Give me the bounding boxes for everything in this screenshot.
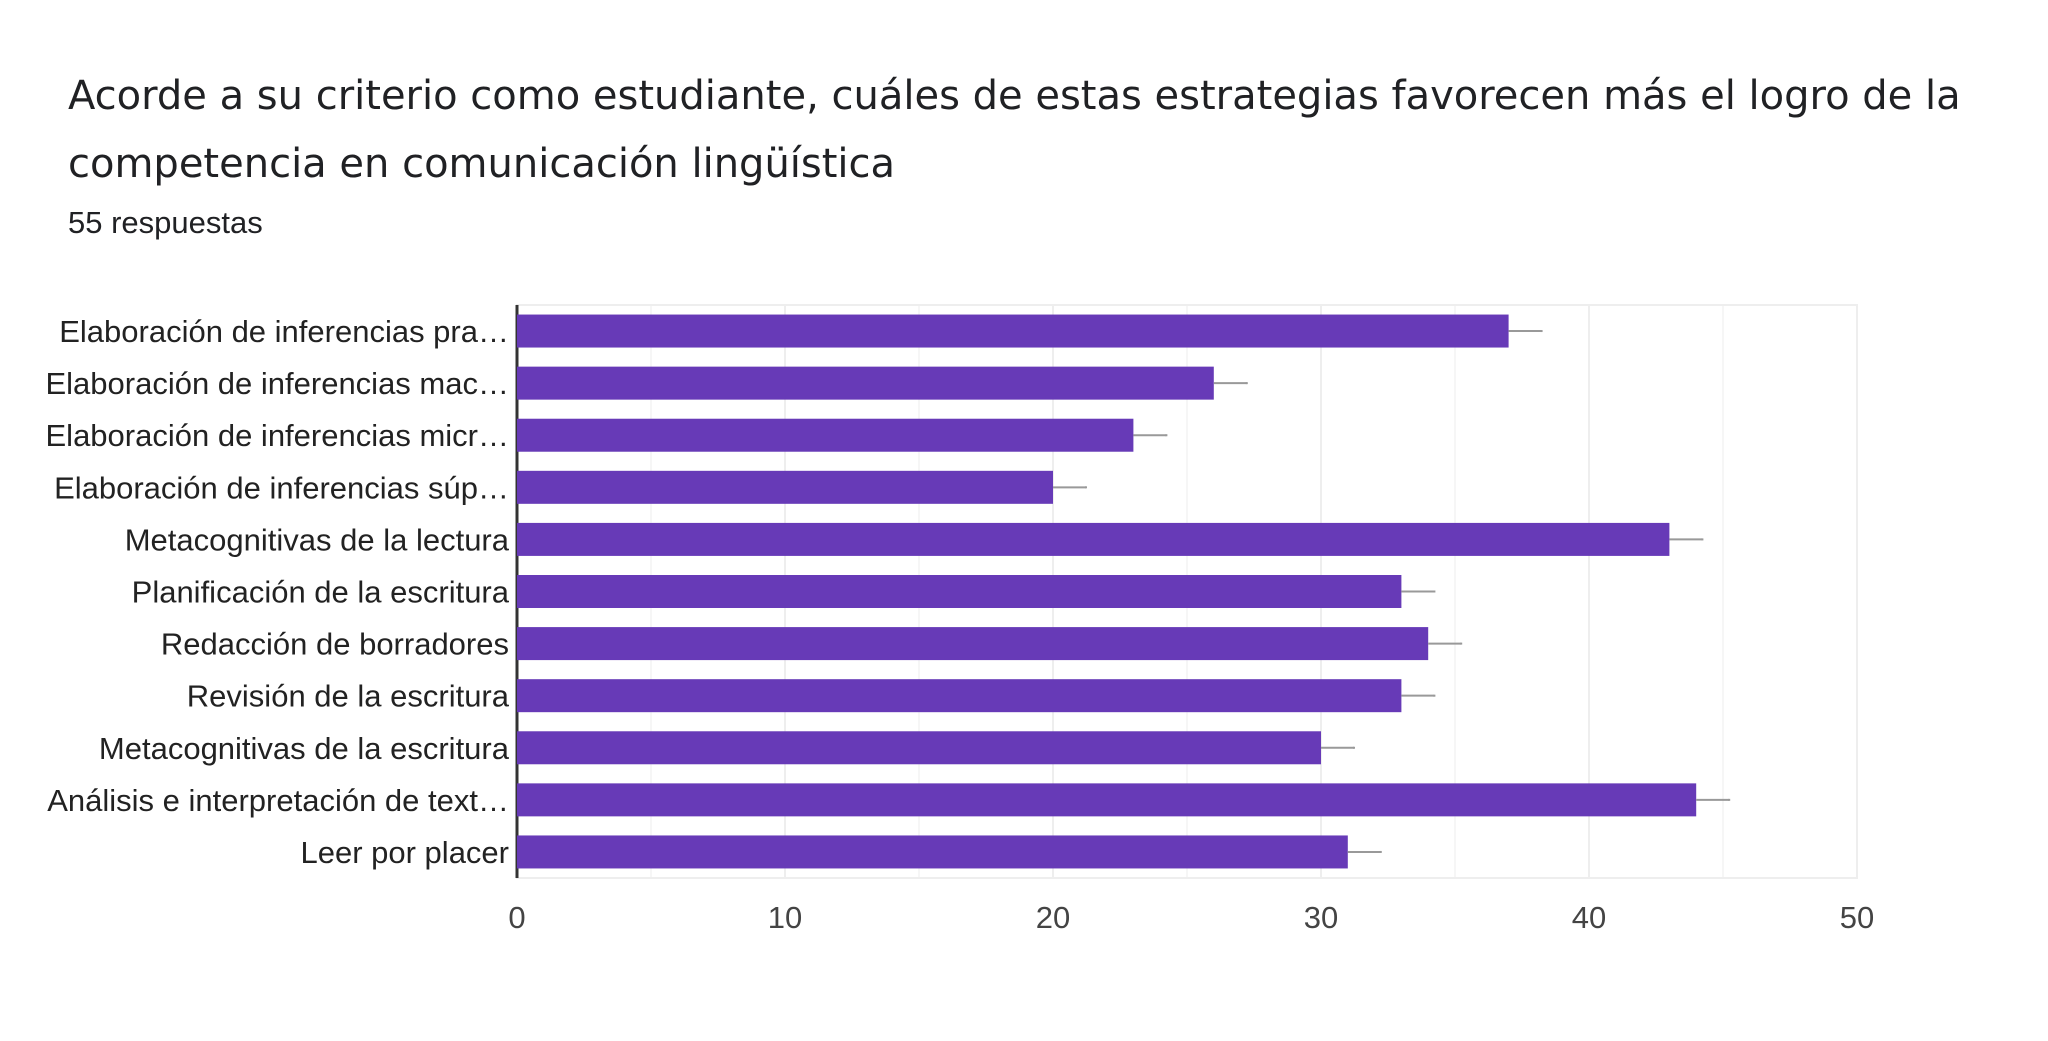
bar	[517, 731, 1321, 765]
category-label: Leer por placer	[300, 835, 509, 870]
chart-title: Acorde a su criterio como estudiante, cu…	[68, 73, 1961, 187]
bar	[517, 835, 1348, 869]
category-label: Planificación de la escritura	[132, 575, 510, 610]
x-tick-label: 30	[1304, 900, 1338, 935]
x-tick-label: 20	[1036, 900, 1070, 935]
bar	[517, 366, 1214, 400]
category-label: Elaboración de inferencias micr…	[46, 418, 510, 453]
x-tick-label: 10	[768, 900, 802, 935]
x-tick-label: 0	[508, 900, 525, 935]
category-label: Metacognitivas de la lectura	[125, 522, 510, 557]
bar	[517, 522, 1670, 556]
bar	[517, 418, 1134, 452]
category-label: Análisis e interpretación de text…	[47, 783, 509, 818]
x-tick-label: 50	[1840, 900, 1874, 935]
bar	[517, 575, 1402, 608]
bar	[517, 314, 1509, 348]
tick-label-layer: 0 10 20 30 40 50	[508, 900, 1874, 935]
category-label: Elaboración de inferencias súp…	[54, 470, 509, 505]
bar	[517, 470, 1053, 504]
category-label: Redacción de borradores	[161, 627, 509, 662]
category-label: Revisión de la escritura	[187, 679, 510, 714]
bar-layer	[517, 314, 1731, 869]
category-label: Elaboración de inferencias pra…	[59, 314, 509, 349]
bar	[517, 627, 1429, 661]
x-tick-label: 40	[1572, 900, 1606, 935]
bar	[517, 679, 1402, 713]
category-label: Metacognitivas de la escritura	[99, 731, 510, 766]
category-label: Elaboración de inferencias mac…	[45, 366, 509, 401]
response-count: 55 respuestas	[68, 205, 263, 240]
category-label-layer: Elaboración de inferencias pra… Elaboraci…	[45, 314, 509, 870]
bar	[517, 783, 1697, 817]
